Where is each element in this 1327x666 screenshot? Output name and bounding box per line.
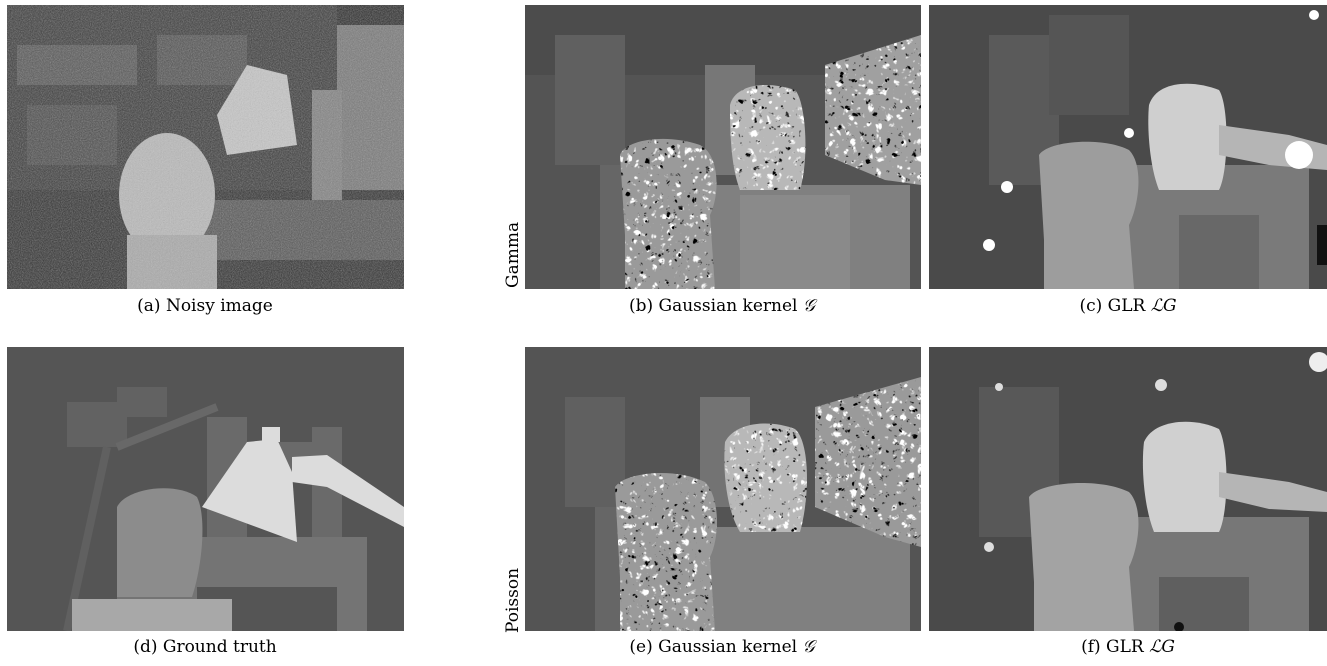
- row-label-poisson: Poisson: [503, 567, 523, 633]
- row-label-gamma: Gamma: [503, 221, 523, 288]
- caption-b: (b) Gaussian kernel 𝒢: [628, 296, 816, 316]
- panel-poisson-glr: [929, 347, 1327, 631]
- panel-gamma-gaussian: [525, 5, 921, 289]
- caption-f: (f) GLR ℒG: [1081, 637, 1175, 657]
- panel-noisy-image: [7, 5, 404, 289]
- caption-d: (d) Ground truth: [133, 637, 277, 657]
- panel-ground-truth: [7, 347, 404, 631]
- caption-e: (e) Gaussian kernel 𝒢: [629, 637, 815, 657]
- caption-a: (a) Noisy image: [137, 296, 273, 316]
- caption-c: (c) GLR ℒG: [1079, 296, 1177, 316]
- panel-poisson-gaussian: [525, 347, 921, 631]
- panel-gamma-glr: [929, 5, 1327, 289]
